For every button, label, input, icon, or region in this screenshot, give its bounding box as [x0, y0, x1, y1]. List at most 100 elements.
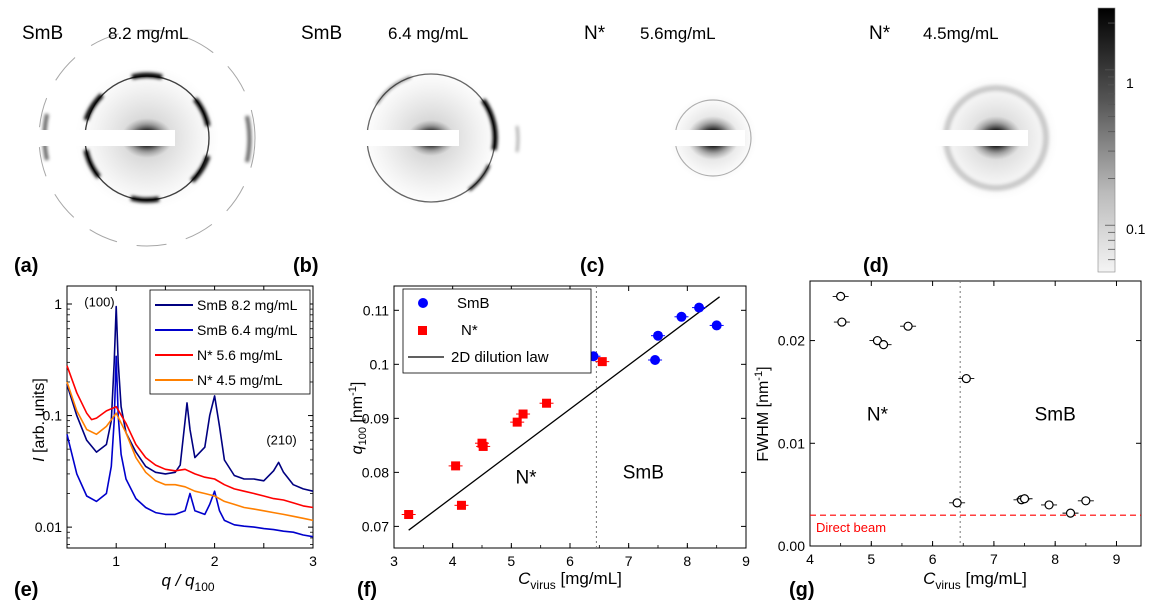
x-tick-label: 5	[867, 551, 875, 567]
panel-label-b: (b)	[293, 255, 319, 277]
peak-label: (100)	[84, 294, 114, 309]
legend-box	[402, 288, 592, 374]
series-line-2	[66, 365, 314, 509]
fwhm-point	[903, 321, 913, 331]
nstar-point	[542, 398, 552, 408]
legend-label-dilution: 2D dilution law	[451, 349, 549, 366]
chart-f-legend: SmB N* 2D dilution law	[402, 288, 592, 374]
pattern-b-phase: SmB	[301, 23, 342, 44]
y-tick-label: 1	[54, 296, 62, 312]
smb-point	[711, 320, 722, 331]
x-tick-label: 3	[309, 553, 317, 569]
colorbar-ticks	[1105, 22, 1115, 261]
x-tick-label: 2	[211, 553, 219, 569]
series-line-0	[66, 305, 314, 492]
fwhm-point	[1081, 496, 1091, 506]
y-tick-label: 0.09	[362, 410, 389, 426]
panel-label-g: (g)	[789, 579, 815, 601]
x-tick-label: 1	[112, 553, 120, 569]
legend-label-smb64: SmB 6.4 mg/mL	[197, 322, 298, 338]
fwhm-point	[837, 317, 847, 327]
nstar-point	[456, 500, 466, 510]
x-tick-label: 4	[449, 553, 457, 569]
y-tick-label: 0.1	[43, 408, 63, 424]
chart-e-legend: SmB 8.2 mg/mL SmB 6.4 mg/mL N* 5.6 mg/mL…	[149, 289, 311, 395]
dilution-law-line	[408, 296, 720, 531]
pattern-d-conc: 4.5mg/mL	[923, 24, 999, 43]
chart-e-xlabel: q / q100	[161, 571, 214, 594]
x-tick-label: 8	[1051, 551, 1059, 567]
nstar-point	[518, 409, 528, 419]
x-tick-label: 8	[683, 553, 691, 569]
legend-label-smb82: SmB 8.2 mg/mL	[197, 297, 298, 313]
y-tick-label: 0.08	[362, 464, 389, 480]
y-tick-label: 0.07	[362, 518, 389, 534]
x-tick-label: 6	[929, 551, 937, 567]
beamstop	[7, 130, 175, 146]
pattern-a	[7, 29, 256, 247]
x-tick-label: 7	[990, 551, 998, 567]
smb-point	[650, 355, 661, 366]
chart-g-region-labels: N* SmB	[867, 405, 1076, 426]
chart-e-ylabel: I [arb. units]	[31, 378, 48, 462]
legend-marker-nstar	[418, 326, 427, 335]
chart-f-ticks: 3 4 5 6 7 8 9 0.07 0.08 0.09 0.1 0.11	[362, 286, 750, 569]
chart-g: Direct beam 4 5 6 7 8 9 0.00 0.01 0.02 N* SmB FWH…	[753, 280, 1142, 601]
chart-g-ylabel: FWHM [nm-1]	[753, 366, 772, 461]
panel-label-d: (d)	[863, 255, 889, 277]
panel-label-f: (f)	[357, 579, 377, 601]
nstar-point	[597, 357, 607, 367]
x-tick-label: 9	[742, 553, 750, 569]
nstar-point	[451, 461, 461, 471]
smb-point	[653, 330, 663, 341]
legend-marker-smb	[418, 298, 428, 308]
colorbar-gradient	[1097, 7, 1116, 273]
beamstop	[653, 130, 745, 146]
pattern-c-phase: N*	[584, 23, 606, 44]
legend-label-n45: N* 4.5 mg/mL	[197, 372, 283, 388]
fwhm-point	[1019, 494, 1030, 504]
fwhm-point	[952, 498, 962, 508]
legend-label-smb: SmB	[457, 295, 490, 312]
beamstop	[906, 130, 1028, 146]
colorbar-label-1: 1	[1126, 75, 1134, 91]
fwhm-point	[1065, 508, 1076, 518]
chart-f-region-labels: N* SmB	[515, 462, 663, 488]
region-label: SmB	[623, 462, 664, 483]
panel-label-c: (c)	[580, 255, 604, 277]
panel-label-e: (e)	[14, 579, 38, 601]
smb-point	[676, 311, 687, 322]
pattern-b	[293, 68, 520, 208]
fwhm-point	[961, 373, 971, 384]
bragg-arcs	[42, 72, 252, 203]
direct-beam-label: Direct beam	[816, 520, 886, 535]
chart-g-xlabel: Cvirus [mg/mL]	[923, 569, 1027, 592]
x-tick-label: 4	[806, 551, 814, 567]
fwhm-point	[878, 340, 889, 350]
pattern-c-conc: 5.6mg/mL	[640, 24, 716, 43]
legend-label-nstar: N*	[461, 322, 478, 339]
series-line-3	[66, 381, 314, 522]
nstar-point	[478, 441, 488, 451]
pattern-d-phase: N*	[869, 23, 891, 44]
x-tick-label: 3	[390, 553, 398, 569]
region-label: N*	[867, 405, 889, 426]
nstar-point	[404, 510, 414, 520]
chart-f-series	[401, 296, 724, 531]
chart-g-ticks: 4 5 6 7 8 9 0.00 0.01 0.02	[778, 281, 1141, 567]
pattern-a-conc: 8.2 mg/mL	[108, 24, 188, 43]
y-tick-label: 0.00	[778, 538, 805, 554]
chart-e-series	[66, 305, 314, 538]
x-tick-label: 5	[507, 553, 515, 569]
nstar-point	[512, 417, 522, 427]
region-label: N*	[515, 468, 537, 489]
y-tick-label: 0.11	[363, 302, 389, 318]
ring-110	[38, 29, 256, 247]
x-tick-label: 7	[625, 553, 633, 569]
chart-e-frame	[66, 285, 314, 549]
colorbar: 1 0.1	[1097, 7, 1146, 273]
pattern-b-conc: 6.4 mg/mL	[388, 24, 468, 43]
bragg-arcs	[376, 76, 520, 192]
